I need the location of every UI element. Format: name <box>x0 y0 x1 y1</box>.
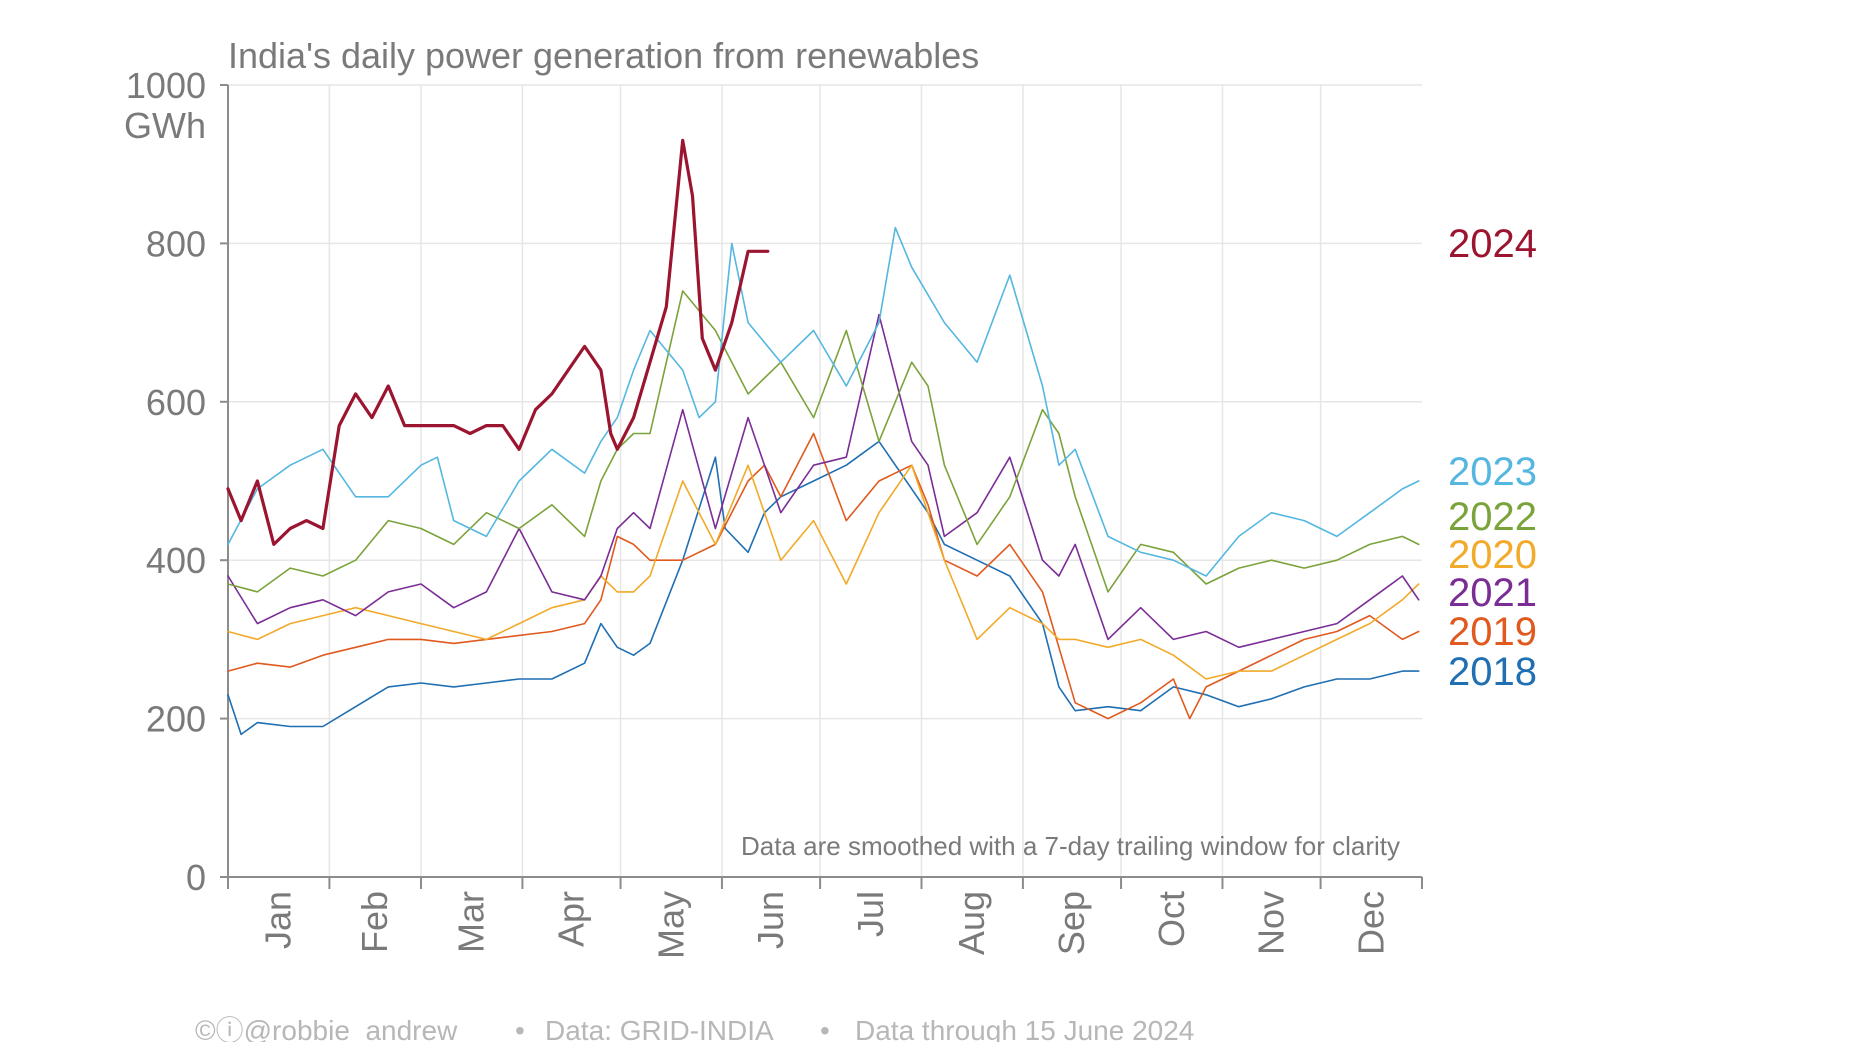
x-tick-label: Dec <box>1350 891 1391 955</box>
x-tick-label: Sep <box>1051 891 1092 955</box>
x-tick-label: Aug <box>951 891 992 955</box>
legend-label-2022: 2022 <box>1448 495 1537 539</box>
chart-title: India's daily power generation from rene… <box>228 35 979 76</box>
series-line-2023 <box>227 226 1420 577</box>
y-tick-label: 400 <box>146 540 206 581</box>
footer: ©ⓘ@robbie_andrew • Data: GRID-INDIA • Da… <box>195 1015 1194 1042</box>
y-tick-label: 200 <box>146 699 206 740</box>
x-tick-label: Jul <box>850 891 891 937</box>
series-line-2022 <box>227 290 1420 593</box>
legend-label-2024: 2024 <box>1448 222 1537 266</box>
smoothing-note: Data are smoothed with a 7-day trailing … <box>741 831 1400 861</box>
footer-separator-2: • <box>820 1015 830 1042</box>
grid <box>227 84 1422 877</box>
series-line-2024 <box>226 138 770 546</box>
x-tick-label: Mar <box>451 891 492 953</box>
legend-label-2021: 2021 <box>1448 571 1537 615</box>
y-tick-label: 0 <box>186 857 206 898</box>
footer-through: Data through 15 June 2024 <box>855 1015 1194 1042</box>
legend-label-2023: 2023 <box>1448 450 1537 494</box>
x-tick-label: Jun <box>750 891 791 949</box>
x-axis: Jan Feb Mar Apr May Jun Jul Aug Sep Oct Nov Dec <box>227 876 1423 959</box>
x-tick-label: Oct <box>1151 891 1192 947</box>
legend-label-2018: 2018 <box>1448 650 1537 694</box>
y-tick-label: 800 <box>146 223 206 264</box>
series-line-2021 <box>227 313 1420 649</box>
series-lines <box>226 138 1420 736</box>
series-line-2020 <box>227 464 1420 680</box>
x-tick-label: May <box>650 891 691 959</box>
x-tick-label: Apr <box>550 891 591 947</box>
y-tick-label: 600 <box>146 382 206 423</box>
x-tick-label: Jan <box>258 891 299 949</box>
x-tick-label: Nov <box>1251 891 1292 955</box>
footer-credit: ©ⓘ@robbie_andrew <box>195 1015 458 1042</box>
footer-source: Data: GRID-INDIA <box>545 1015 774 1042</box>
x-tick-label: Feb <box>354 891 395 953</box>
legend-label-2020: 2020 <box>1448 533 1537 577</box>
legend-label-2019: 2019 <box>1448 610 1537 654</box>
y-tick-label: 1000 <box>126 65 206 106</box>
footer-separator-1: • <box>515 1015 525 1042</box>
series-line-2019 <box>227 432 1420 720</box>
y-unit-label: GWh <box>124 105 206 146</box>
